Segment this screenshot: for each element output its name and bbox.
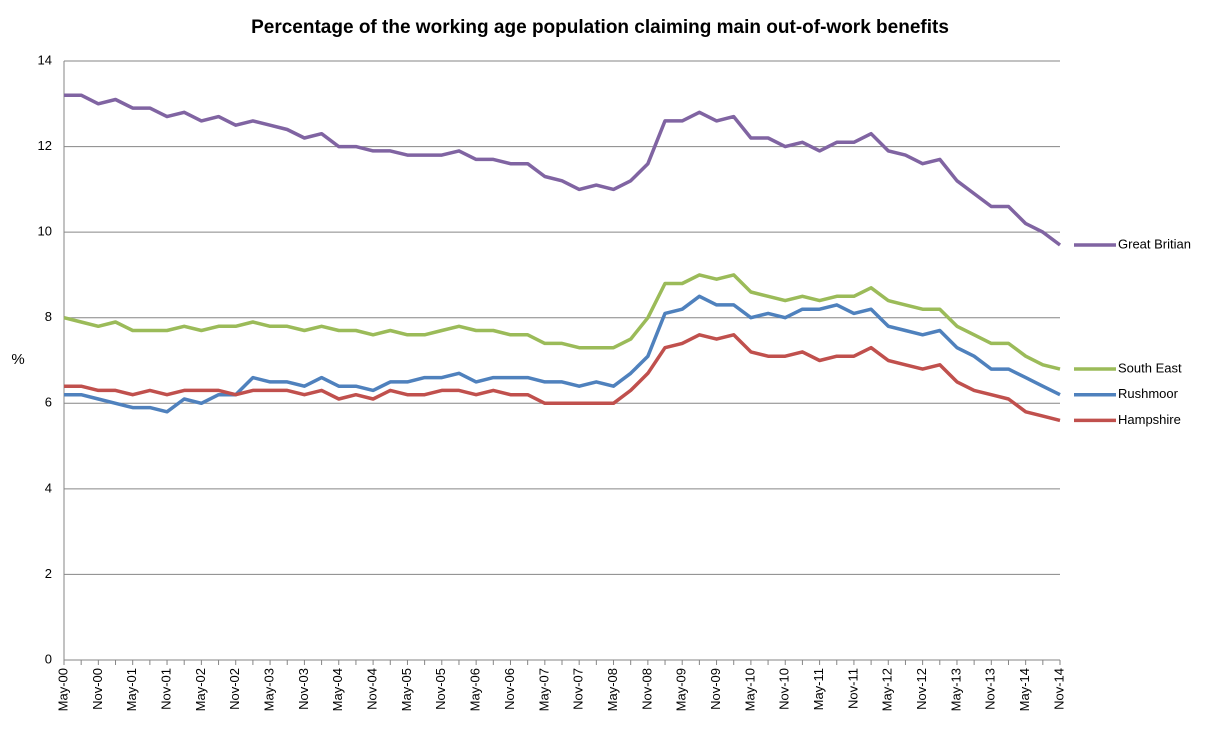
series-line [64, 333, 1061, 423]
legend-label: Rushmoor [1118, 386, 1179, 401]
series-line [63, 273, 1061, 371]
y-tick-label: 8 [45, 309, 52, 324]
legend-label: Hampshire [1118, 412, 1181, 427]
y-tick-label: 0 [45, 651, 52, 666]
y-tick-label: 4 [45, 480, 52, 495]
x-tick-label: Nov-04 [365, 668, 380, 710]
x-tick-label: Nov-05 [433, 668, 448, 710]
x-tick-label: Nov-10 [777, 668, 792, 710]
x-tick-label: Nov-06 [502, 668, 517, 710]
x-tick-label: Nov-11 [845, 668, 860, 709]
x-tick-label: May-01 [124, 668, 139, 711]
y-tick-label: 6 [45, 395, 52, 410]
legend-label: Great Britian [1118, 236, 1191, 251]
x-tick-label: May-04 [330, 668, 345, 711]
x-tick-label: Nov-03 [296, 668, 311, 710]
x-tick-label: May-02 [193, 668, 208, 711]
x-tick-label: May-06 [468, 668, 483, 711]
legend-label: South East [1118, 360, 1182, 375]
x-tick-label: May-03 [262, 668, 277, 711]
y-axis-title: % [11, 351, 24, 368]
x-tick-label: May-09 [674, 668, 689, 711]
x-tick-label: Nov-12 [914, 668, 929, 710]
x-tick-label: Nov-14 [1051, 668, 1066, 710]
x-tick-label: Nov-01 [158, 668, 173, 710]
x-tick-label: May-07 [536, 668, 551, 711]
y-tick-label: 12 [38, 138, 52, 153]
x-tick-label: Nov-00 [90, 668, 105, 710]
x-tick-label: May-13 [948, 668, 963, 711]
series-line [64, 294, 1061, 414]
x-tick-label: May-10 [742, 668, 757, 711]
y-tick-label: 10 [38, 224, 52, 239]
x-tick-label: May-14 [1017, 668, 1032, 711]
x-tick-label: Nov-02 [227, 668, 242, 710]
x-tick-label: May-00 [55, 668, 70, 711]
x-tick-label: May-11 [811, 668, 826, 710]
x-tick-label: May-12 [880, 668, 895, 711]
chart-title: Percentage of the working age population… [251, 17, 949, 38]
x-tick-label: Nov-07 [571, 668, 586, 710]
x-tick-label: Nov-09 [708, 668, 723, 710]
x-tick-label: May-05 [399, 668, 414, 711]
series-line [64, 93, 1062, 247]
y-tick-label: 14 [38, 52, 52, 67]
x-tick-label: Nov-13 [983, 668, 998, 710]
x-tick-label: Nov-08 [639, 668, 654, 710]
x-tick-label: May-08 [605, 668, 620, 711]
y-tick-label: 2 [45, 566, 52, 581]
